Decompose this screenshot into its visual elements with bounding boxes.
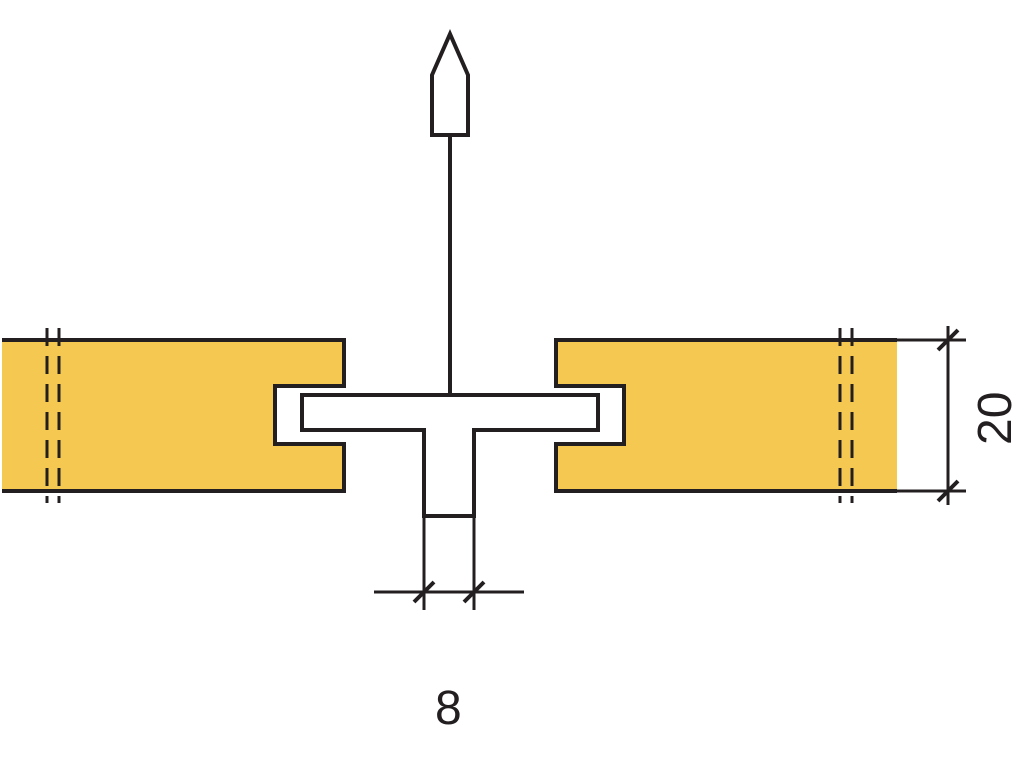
diagram-svg [0,0,1024,757]
dimension-label-vertical: 20 [972,392,1020,445]
dimension-label-horizontal: 8 [435,685,462,733]
panel-right-fill [556,340,897,491]
hanger-head [432,34,468,135]
grid-tee-profile [302,395,598,516]
diagram-stage: 20 8 [0,0,1024,757]
panel-left-fill [2,340,344,491]
